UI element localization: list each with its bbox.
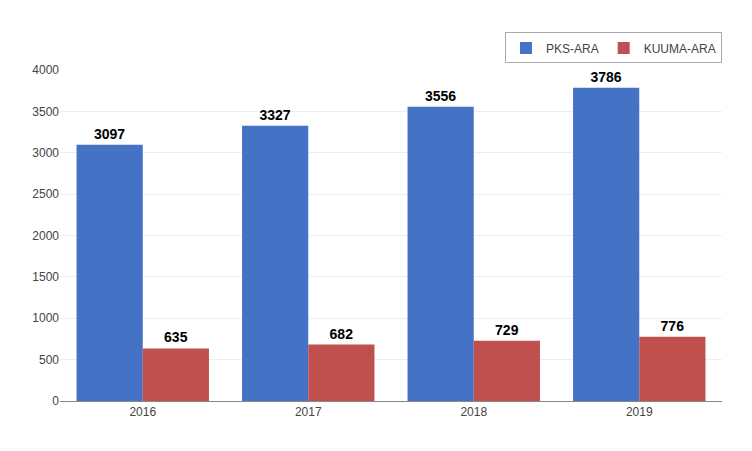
- svg-text:3000: 3000: [32, 146, 59, 160]
- svg-text:3500: 3500: [32, 105, 59, 119]
- svg-text:1000: 1000: [32, 311, 59, 325]
- svg-text:3786: 3786: [590, 69, 621, 85]
- svg-text:682: 682: [330, 326, 354, 342]
- svg-text:500: 500: [39, 353, 59, 367]
- svg-text:3327: 3327: [259, 107, 290, 123]
- svg-text:4000: 4000: [32, 63, 59, 77]
- svg-text:2016: 2016: [129, 405, 156, 419]
- svg-text:2018: 2018: [460, 405, 487, 419]
- svg-text:3097: 3097: [94, 126, 125, 142]
- svg-text:2500: 2500: [32, 187, 59, 201]
- svg-text:0: 0: [52, 394, 59, 408]
- svg-text:776: 776: [661, 318, 685, 334]
- svg-text:2017: 2017: [295, 405, 322, 419]
- svg-text:PKS-ARA: PKS-ARA: [546, 42, 599, 56]
- svg-text:635: 635: [164, 329, 188, 345]
- svg-text:1500: 1500: [32, 270, 59, 284]
- svg-text:2000: 2000: [32, 229, 59, 243]
- svg-text:2019: 2019: [626, 405, 653, 419]
- svg-text:3556: 3556: [425, 88, 456, 104]
- svg-text:729: 729: [495, 322, 519, 338]
- svg-text:KUUMA-ARA: KUUMA-ARA: [644, 42, 716, 56]
